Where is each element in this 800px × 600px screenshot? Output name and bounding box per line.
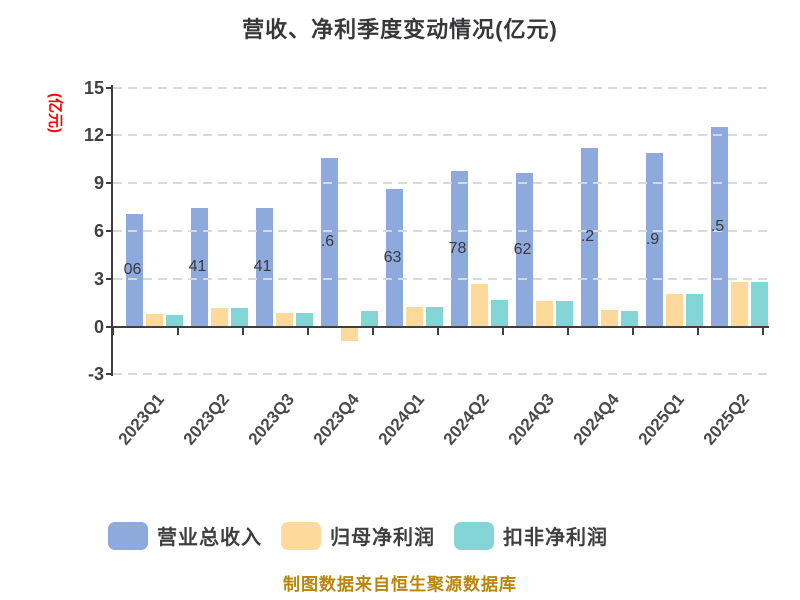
legend-swatch-revenue (108, 521, 148, 550)
bar-扣非净利润-2024Q1 (426, 307, 444, 327)
bar-扣非净利润-2025Q2 (751, 282, 769, 327)
bar-value-label-2024Q4: .2 (580, 228, 595, 246)
bar-扣非净利润-2024Q2 (491, 299, 509, 327)
bar-营业总收入-2024Q1 (386, 189, 403, 327)
legend-label-deducted-net-profit: 扣非净利润 (503, 527, 608, 549)
grid-line--3 (113, 373, 769, 376)
bar-归母净利润-2025Q1 (666, 294, 684, 327)
y-axis-line (111, 85, 113, 376)
legend-label-net-profit: 归母净利润 (330, 527, 435, 549)
grid-line-12 (113, 134, 769, 137)
x-tick-mark-9 (697, 326, 699, 335)
bar-归母净利润-2025Q2 (731, 281, 749, 327)
y-tick-mark-15 (106, 86, 113, 89)
x-axis-line (111, 325, 769, 328)
bar-扣非净利润-2023Q4 (361, 310, 379, 327)
grid-line-3 (113, 277, 769, 280)
x-tick-label-2023Q1: 2023Q1 (114, 390, 169, 449)
x-tick-label-2025Q1: 2025Q1 (634, 390, 689, 449)
x-tick-label-2023Q3: 2023Q3 (244, 390, 299, 449)
data-source-footer: 制图数据来自恒生聚源数据库 (283, 575, 517, 594)
legend-item-revenue: 营业总收入 (108, 521, 262, 550)
bar-扣非净利润-2024Q3 (556, 301, 574, 327)
legend-swatch-net-profit (281, 521, 321, 550)
grid-line-9 (113, 182, 769, 185)
y-tick-label-9: 9 (93, 173, 104, 194)
y-tick-mark-6 (106, 229, 113, 232)
bar-value-label-2025Q1: .9 (645, 230, 660, 248)
x-tick-label-2023Q4: 2023Q4 (309, 390, 364, 449)
bar-value-label-2023Q4: .6 (320, 233, 335, 251)
x-tick-label-2024Q4: 2024Q4 (569, 390, 624, 449)
x-tick-label-2023Q2: 2023Q2 (179, 390, 234, 449)
bar-营业总收入-2024Q2 (451, 170, 468, 327)
x-tick-mark-8 (632, 326, 634, 335)
bar-value-label-2024Q1: 63 (383, 248, 402, 266)
bar-归母净利润-2023Q1 (146, 314, 164, 327)
bar-归母净利润-2024Q2 (471, 284, 489, 327)
y-tick-mark-12 (106, 134, 113, 137)
x-tick-mark-0 (112, 326, 114, 335)
x-tick-mark-7 (567, 326, 569, 335)
bar-营业总收入-2024Q3 (516, 173, 533, 327)
bar-value-label-2023Q2: 41 (188, 258, 207, 276)
bar-value-label-2024Q2: 78 (448, 239, 467, 257)
bar-营业总收入-2024Q4 (581, 148, 598, 327)
y-tick-label-3: 3 (93, 268, 104, 289)
chart-title: 营收、净利季度变动情况(亿元) (242, 17, 558, 42)
bar-营业总收入-2023Q1 (126, 214, 143, 327)
y-tick-mark-0 (106, 325, 113, 328)
bar-归母净利润-2023Q4 (341, 326, 359, 341)
x-tick-label-2024Q1: 2024Q1 (374, 390, 429, 449)
bar-扣非净利润-2023Q1 (166, 314, 184, 327)
y-tick-label-12: 12 (83, 125, 104, 146)
x-tick-mark-2 (242, 326, 244, 335)
bar-value-label-2025Q2: .5 (710, 217, 725, 235)
legend-swatch-deducted-net-profit (454, 521, 494, 550)
x-tick-label-2025Q2: 2025Q2 (699, 390, 754, 449)
legend: 营业总收入 归母净利润 扣非净利润 (108, 521, 608, 550)
bar-扣非净利润-2023Q2 (231, 308, 249, 327)
y-tick-label-0: 0 (93, 316, 104, 337)
bar-归母净利润-2024Q3 (536, 301, 554, 327)
grid-line-15 (113, 86, 769, 89)
y-tick-mark--3 (106, 373, 113, 376)
y-tick-label-15: 15 (83, 77, 104, 98)
legend-item-net-profit: 归母净利润 (281, 521, 435, 550)
bar-归母净利润-2023Q3 (276, 312, 294, 327)
y-tick-mark-9 (106, 182, 113, 185)
bar-归母净利润-2024Q1 (406, 307, 424, 327)
bar-value-label-2023Q1: 06 (123, 261, 142, 279)
x-tick-mark-6 (502, 326, 504, 335)
bar-营业总收入-2025Q2 (711, 127, 728, 327)
y-tick-label--3: -3 (87, 364, 104, 385)
x-tick-mark-10 (762, 326, 764, 335)
x-tick-mark-4 (372, 326, 374, 335)
bar-value-label-2023Q3: 41 (253, 258, 272, 276)
x-tick-label-2024Q2: 2024Q2 (439, 390, 494, 449)
bar-营业总收入-2025Q1 (646, 152, 663, 327)
bar-营业总收入-2023Q4 (321, 157, 338, 327)
legend-label-revenue: 营业总收入 (157, 527, 262, 549)
bar-扣非净利润-2024Q4 (621, 310, 639, 327)
x-tick-label-2024Q3: 2024Q3 (504, 390, 559, 449)
y-tick-mark-3 (106, 277, 113, 280)
bar-归母净利润-2023Q2 (211, 308, 229, 327)
bar-归母净利润-2024Q4 (601, 310, 619, 327)
bar-扣非净利润-2023Q3 (296, 313, 314, 327)
grid-line-6 (113, 229, 769, 232)
x-tick-mark-3 (307, 326, 309, 335)
x-tick-mark-5 (437, 326, 439, 335)
bar-value-label-2024Q3: 62 (513, 240, 532, 258)
bar-营业总收入-2023Q2 (191, 208, 208, 327)
y-tick-label-6: 6 (93, 220, 104, 241)
x-tick-mark-1 (177, 326, 179, 335)
bar-扣非净利润-2025Q1 (686, 294, 704, 327)
bar-营业总收入-2023Q3 (256, 208, 273, 327)
legend-item-deducted-net-profit: 扣非净利润 (454, 521, 608, 550)
